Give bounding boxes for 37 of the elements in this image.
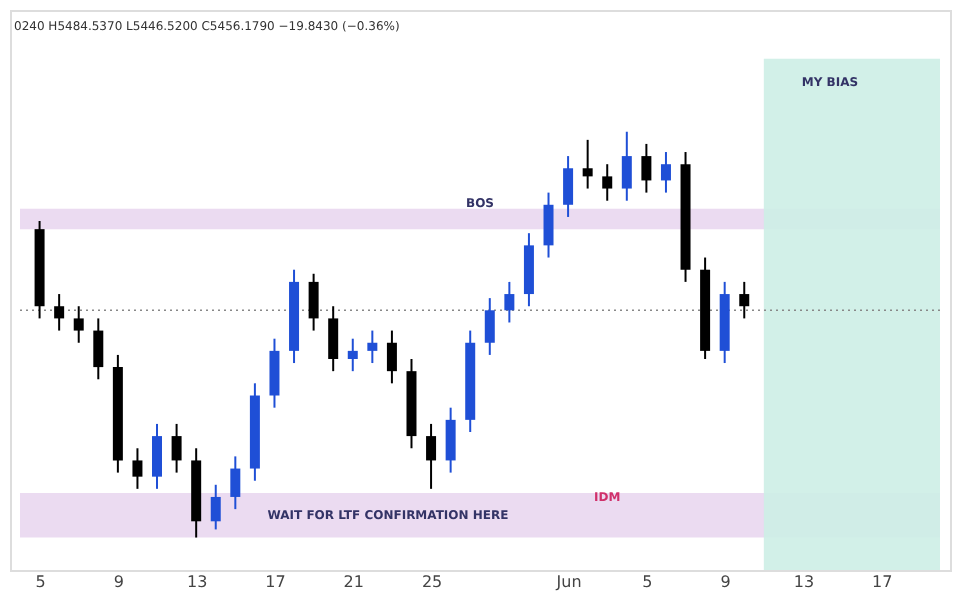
candlestick: [171, 422, 182, 474]
x-tick-label: 9: [113, 573, 124, 591]
x-tick-label: 13: [186, 573, 208, 591]
candlestick: [426, 422, 437, 490]
x-tick-label: 17: [265, 573, 286, 591]
candlestick: [543, 191, 554, 259]
candlestick: [73, 305, 84, 344]
candlestick: [582, 138, 593, 190]
candlestick: [386, 329, 397, 385]
x-tick-label: 5: [35, 573, 46, 591]
candlestick: [484, 297, 495, 356]
candlestick: [210, 483, 221, 531]
candlestick: [132, 447, 143, 490]
candlestick: [308, 272, 319, 332]
candlestick: [445, 406, 456, 474]
candlestick: [347, 337, 358, 373]
x-tick-label: 5: [642, 573, 653, 591]
candlestick: [367, 329, 378, 365]
candlestick: [54, 293, 65, 332]
x-tick-label: 21: [343, 573, 364, 591]
x-tick-label: 17: [872, 573, 893, 591]
candlestick: [739, 280, 750, 320]
x-tick-label: 9: [720, 573, 731, 591]
x-tick-label: Jun: [554, 573, 582, 591]
candlestick: [602, 163, 613, 202]
candlestick: [641, 142, 652, 194]
candlestick: [660, 151, 671, 194]
candlestick: [563, 155, 574, 218]
candlestick: [93, 317, 104, 381]
x-tick-label: 13: [793, 573, 815, 591]
candlestick: [621, 130, 632, 202]
candlestick: [230, 455, 241, 511]
candlestick: [152, 422, 163, 490]
candlestick: [504, 280, 515, 324]
candlestick: [328, 305, 339, 373]
x-tick-label: 25: [421, 573, 443, 591]
candlestick: [269, 337, 280, 409]
